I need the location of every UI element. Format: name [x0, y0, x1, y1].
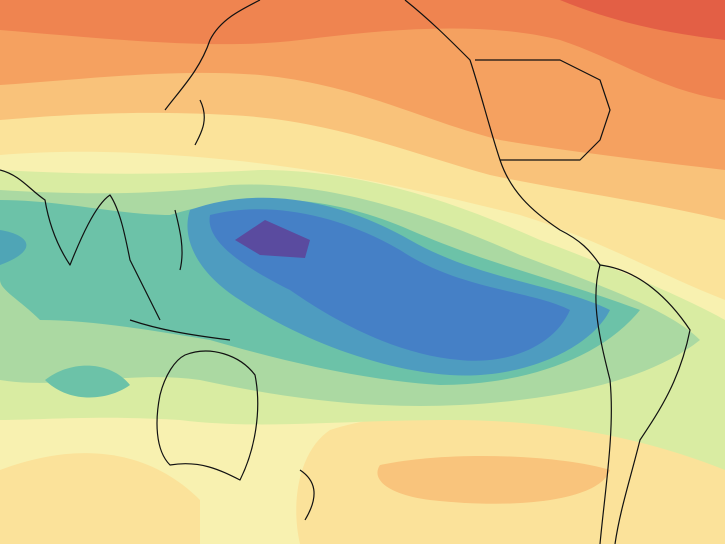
coast-south-america [595, 264, 691, 544]
contour-west [0, 230, 27, 265]
coast-australia [156, 350, 259, 481]
coast-new-zealand [299, 469, 315, 521]
contour-north-5 [560, 0, 725, 40]
coast-usa [475, 59, 611, 161]
coast-north-america [404, 0, 601, 266]
coast-philippines [174, 209, 183, 271]
coastlines [0, 0, 691, 544]
coast-indonesia [129, 319, 231, 341]
contour-north-4 [0, 0, 725, 100]
contour-south-warm [377, 455, 610, 504]
coast-east-asia [164, 0, 261, 111]
contour-indian-ocean [45, 365, 130, 398]
contour-south-west [0, 453, 200, 544]
coast-asia [0, 169, 161, 321]
contour-core [235, 220, 310, 258]
coast-japan [194, 99, 205, 146]
